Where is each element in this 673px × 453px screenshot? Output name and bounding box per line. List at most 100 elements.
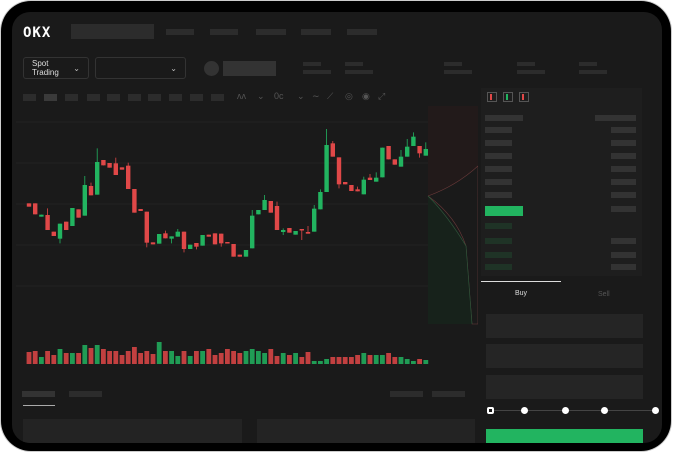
candlestick-chart[interactable]	[16, 106, 478, 376]
market-dropdown[interactable]: Spot Trading ⌄	[23, 57, 89, 79]
orderbook-sell-icon[interactable]	[519, 92, 529, 102]
stat-value	[517, 70, 545, 74]
orderbook-buy-icon[interactable]	[503, 92, 513, 102]
bid-amount	[611, 252, 636, 258]
slider-stop-75[interactable]	[601, 407, 608, 414]
candle-up	[39, 214, 44, 217]
candle-down	[150, 242, 156, 245]
ask-price	[485, 192, 512, 198]
candle-up	[175, 231, 180, 237]
slider-stop-100[interactable]	[652, 407, 659, 414]
total-input[interactable]	[486, 375, 643, 399]
timeframe-button[interactable]	[23, 94, 36, 101]
tab-open-orders[interactable]	[22, 391, 55, 397]
candle-down	[144, 211, 149, 243]
timeframe-button[interactable]	[190, 94, 203, 101]
nav-item[interactable]	[210, 29, 238, 35]
stat-label	[444, 62, 462, 66]
candle-up	[157, 234, 162, 244]
stat-value	[444, 70, 472, 74]
volume-bar	[280, 353, 286, 364]
ask-amount	[611, 206, 636, 212]
filter-button[interactable]	[432, 391, 465, 397]
buy-button[interactable]	[486, 429, 643, 443]
timeframe-button[interactable]	[65, 94, 78, 101]
candle-down	[51, 231, 56, 236]
timeframe-button[interactable]	[169, 94, 182, 101]
tab-sell[interactable]: Sell	[598, 291, 610, 298]
volume-bar	[324, 359, 329, 364]
candle-down	[392, 159, 397, 165]
candle-up	[380, 147, 385, 178]
camera-icon[interactable]: ◎	[345, 91, 353, 101]
ask-amount	[611, 166, 636, 172]
fullscreen-icon[interactable]: ⤢	[378, 91, 386, 101]
pair-dropdown[interactable]: ⌄	[95, 57, 186, 79]
candle-down	[386, 146, 391, 160]
candle-up	[250, 215, 255, 249]
filter-button[interactable]	[390, 391, 423, 397]
timeframe-button[interactable]	[211, 94, 224, 101]
candle-down	[88, 186, 94, 196]
settings-icon[interactable]: ◉	[362, 91, 370, 101]
price-input[interactable]	[486, 314, 643, 338]
indicator-icon[interactable]: ʌʌ	[237, 91, 246, 101]
chevron-down-icon[interactable]: ⌄	[257, 91, 265, 101]
volume-bar	[243, 351, 249, 364]
candle-down	[138, 209, 143, 211]
volume-bar	[101, 349, 106, 364]
slider-stop-50[interactable]	[562, 407, 569, 414]
volume-bar	[336, 357, 342, 364]
candle-down	[299, 229, 304, 231]
volume-bar	[76, 353, 81, 364]
volume-bar	[26, 352, 32, 364]
okx-logo[interactable]: OKX	[23, 25, 52, 41]
orders-panel	[257, 419, 475, 443]
volume-bar	[293, 353, 298, 364]
line-icon[interactable]: ∼	[312, 91, 320, 101]
candle-up	[398, 156, 404, 167]
chevron-down-icon[interactable]: ⌄	[297, 91, 305, 101]
volume-bar	[138, 353, 143, 364]
fx-icon[interactable]: 0c	[274, 91, 284, 101]
candle-down	[367, 177, 373, 180]
bid-price	[485, 252, 512, 258]
timeframe-button[interactable]	[44, 94, 57, 101]
nav-item[interactable]	[347, 29, 377, 35]
candle-down	[194, 243, 199, 247]
volume-bar	[417, 359, 422, 364]
timeframe-button[interactable]	[148, 94, 161, 101]
slider-track[interactable]	[490, 410, 658, 411]
candle-down	[305, 232, 311, 234]
candle-up	[318, 192, 323, 210]
amount-input[interactable]	[486, 344, 643, 368]
candle-up	[423, 149, 428, 156]
tab-order-history[interactable]	[69, 391, 102, 397]
slider-handle[interactable]	[487, 407, 494, 414]
depth-bids-line	[427, 195, 473, 325]
ask-price	[485, 140, 512, 146]
volume-bar	[287, 355, 292, 364]
candle-down	[119, 167, 125, 170]
candle-down	[274, 206, 280, 230]
nav-item[interactable]	[301, 29, 331, 35]
bid-price	[485, 264, 512, 270]
orderbook-both-icon[interactable]	[487, 92, 497, 102]
search-bar[interactable]	[71, 24, 154, 39]
volume-bar	[367, 355, 373, 364]
volume-bar	[212, 355, 218, 364]
nav-item[interactable]	[256, 29, 286, 35]
ruler-icon[interactable]: ⟋	[327, 91, 334, 101]
depth-asks-area	[428, 106, 478, 196]
slider-stop-25[interactable]	[521, 407, 528, 414]
timeframe-button[interactable]	[128, 94, 141, 101]
timeframe-button[interactable]	[87, 94, 100, 101]
tab-buy[interactable]: Buy	[515, 290, 528, 297]
nav-item[interactable]	[166, 29, 194, 35]
trading-screen: OKX Spot Trading ⌄ ⌄ ʌʌ ⌄ 0c ⌄ ∼ ⟋ ◎ ◉ ⤢ Buy Sell	[12, 12, 662, 443]
coin-avatar	[204, 61, 219, 76]
candle-down	[287, 228, 292, 233]
depth-bids-area	[428, 196, 472, 324]
last-price	[485, 206, 523, 216]
timeframe-button[interactable]	[107, 94, 120, 101]
